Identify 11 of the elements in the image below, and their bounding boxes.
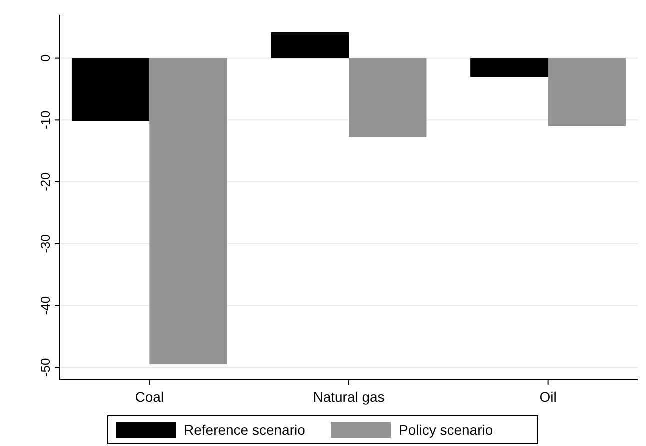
x-tick-label: Coal (135, 389, 164, 405)
legend-label: Reference scenario (184, 422, 306, 438)
y-tick-label: -10 (38, 110, 53, 130)
x-tick-label: Natural gas (313, 389, 385, 405)
x-tick-label: Oil (540, 389, 557, 405)
y-tick-label: 0 (38, 54, 53, 62)
y-tick-label: -50 (38, 358, 53, 378)
y-tick-label: -20 (38, 172, 53, 192)
y-tick-label: -40 (38, 296, 53, 316)
y-tick-label: -30 (38, 234, 53, 254)
legend-label: Policy scenario (399, 422, 494, 438)
